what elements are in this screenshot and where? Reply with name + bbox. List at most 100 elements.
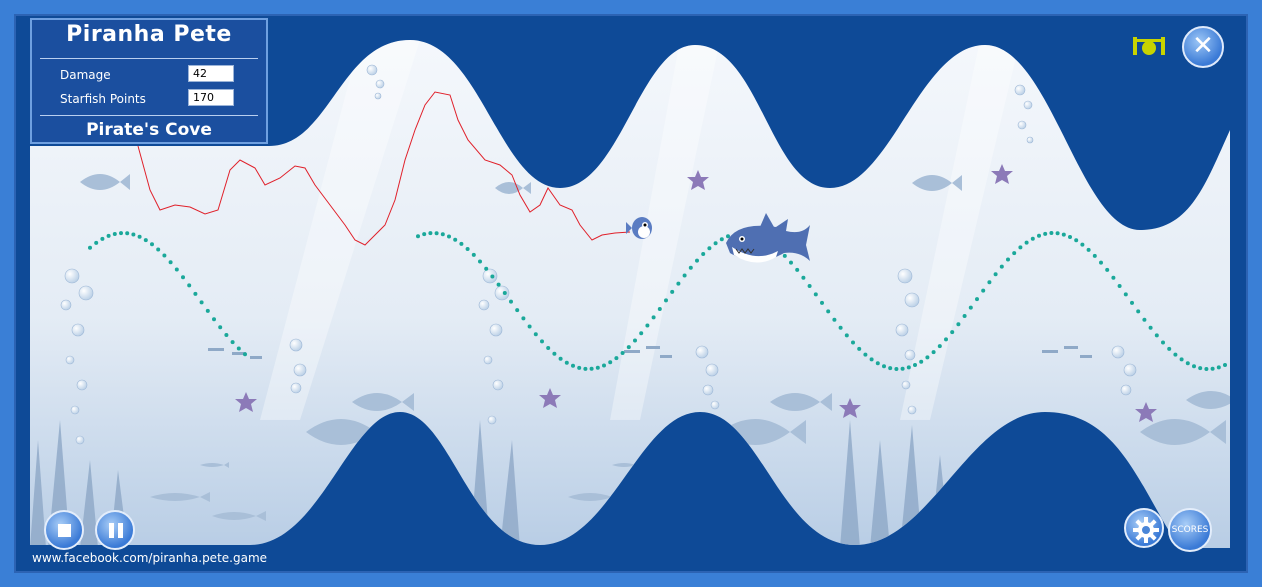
path-dot bbox=[900, 366, 905, 371]
path-dot bbox=[564, 360, 569, 365]
path-dot bbox=[571, 363, 575, 368]
close-button[interactable]: ✕ bbox=[1182, 26, 1224, 68]
path-dot bbox=[726, 234, 730, 239]
path-dot bbox=[1018, 245, 1023, 250]
path-dot bbox=[801, 275, 806, 280]
starfish-points-value: 170 bbox=[188, 89, 234, 106]
fish-path-dots bbox=[88, 231, 1227, 371]
path-dot bbox=[1210, 366, 1215, 371]
scores-button[interactable]: SCORES bbox=[1168, 508, 1212, 552]
path-dot bbox=[701, 252, 706, 256]
path-dot bbox=[100, 236, 105, 241]
path-dot bbox=[925, 355, 930, 360]
path-dot bbox=[1223, 363, 1227, 367]
path-dot bbox=[962, 314, 967, 318]
damage-label: Damage bbox=[60, 68, 111, 82]
stop-icon bbox=[58, 524, 71, 537]
path-dot bbox=[875, 361, 880, 366]
path-dot bbox=[137, 234, 142, 239]
path-dot bbox=[670, 289, 675, 294]
path-dot bbox=[975, 297, 979, 302]
path-dot bbox=[174, 267, 179, 272]
background-fish bbox=[80, 174, 1230, 521]
path-dot bbox=[434, 231, 439, 236]
path-dot bbox=[224, 333, 229, 337]
path-dot bbox=[1049, 231, 1054, 235]
path-dot bbox=[143, 238, 148, 243]
path-dot bbox=[94, 240, 99, 245]
starfish-group bbox=[235, 164, 1157, 422]
path-dot bbox=[1074, 238, 1079, 243]
path-dot bbox=[88, 245, 92, 250]
path-dot bbox=[168, 260, 173, 265]
camera-button[interactable] bbox=[1132, 34, 1166, 58]
path-dot bbox=[993, 272, 998, 277]
path-dot bbox=[218, 325, 223, 330]
path-dot bbox=[540, 339, 544, 344]
path-dot bbox=[150, 242, 154, 247]
hud-divider bbox=[40, 115, 258, 116]
path-dot bbox=[428, 231, 433, 236]
path-dot bbox=[1167, 346, 1172, 351]
path-dot bbox=[987, 280, 992, 285]
path-dot bbox=[193, 291, 198, 296]
path-dot bbox=[502, 291, 507, 295]
pause-button[interactable] bbox=[95, 510, 135, 550]
path-dot bbox=[583, 366, 588, 371]
stop-button[interactable] bbox=[44, 510, 84, 550]
path-dot bbox=[112, 232, 117, 236]
path-dot bbox=[782, 253, 787, 258]
path-dot bbox=[1136, 309, 1141, 314]
path-dot bbox=[1061, 232, 1066, 237]
path-dot bbox=[230, 340, 235, 345]
path-dot bbox=[595, 365, 600, 370]
path-dot bbox=[626, 345, 631, 350]
path-dot bbox=[1092, 253, 1097, 258]
path-dot bbox=[1154, 333, 1159, 338]
level-name: Pirate's Cove bbox=[86, 120, 212, 140]
gear-icon bbox=[1133, 517, 1159, 543]
path-dot bbox=[633, 338, 637, 343]
path-dot bbox=[602, 363, 606, 368]
settings-button[interactable] bbox=[1124, 508, 1164, 548]
path-dot bbox=[527, 324, 532, 329]
path-dot bbox=[1086, 247, 1091, 252]
path-dot bbox=[931, 350, 936, 355]
path-dot bbox=[490, 274, 495, 279]
path-dot bbox=[515, 308, 520, 313]
bubbles bbox=[60, 64, 1137, 445]
path-dot bbox=[1012, 251, 1017, 256]
damage-value: 42 bbox=[188, 65, 234, 82]
path-dot bbox=[422, 232, 427, 237]
path-dot bbox=[1068, 235, 1072, 239]
path-dot bbox=[416, 234, 420, 239]
path-dot bbox=[1099, 260, 1103, 265]
path-dot bbox=[459, 241, 464, 246]
camera-icon bbox=[1133, 37, 1165, 55]
path-dot bbox=[552, 351, 557, 356]
path-dot bbox=[651, 315, 656, 320]
path-dot bbox=[888, 366, 893, 371]
path-dot bbox=[1037, 233, 1041, 238]
path-dot bbox=[212, 317, 216, 322]
path-dot bbox=[1185, 361, 1190, 366]
facebook-link[interactable]: www.facebook.com/piranha.pete.game bbox=[32, 551, 268, 565]
starfish bbox=[839, 398, 861, 418]
path-dot bbox=[882, 364, 886, 369]
path-dot bbox=[205, 308, 210, 313]
path-dot bbox=[1173, 352, 1178, 357]
path-dot bbox=[236, 346, 241, 351]
starfish bbox=[539, 388, 561, 408]
path-dot bbox=[1204, 367, 1209, 371]
path-dot bbox=[199, 300, 204, 305]
close-icon: ✕ bbox=[1192, 31, 1214, 61]
path-dot bbox=[546, 346, 551, 350]
path-dot bbox=[956, 322, 961, 327]
piranha-pete-player bbox=[626, 217, 652, 239]
path-dot bbox=[789, 260, 793, 265]
path-dot bbox=[1055, 231, 1060, 236]
shark-enemy bbox=[726, 213, 810, 263]
starfish bbox=[991, 164, 1013, 184]
path-dot bbox=[981, 288, 986, 293]
